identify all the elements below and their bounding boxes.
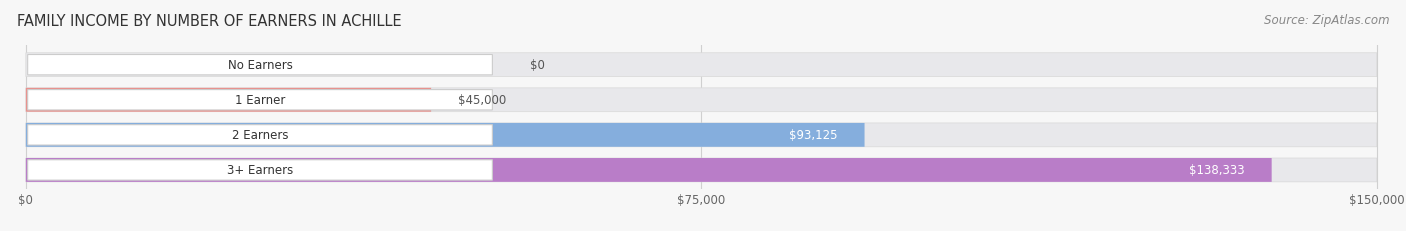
Text: FAMILY INCOME BY NUMBER OF EARNERS IN ACHILLE: FAMILY INCOME BY NUMBER OF EARNERS IN AC… — [17, 14, 402, 29]
FancyBboxPatch shape — [28, 125, 492, 145]
FancyBboxPatch shape — [28, 55, 492, 76]
Text: $138,333: $138,333 — [1189, 164, 1244, 177]
FancyBboxPatch shape — [25, 88, 432, 112]
FancyBboxPatch shape — [25, 88, 1376, 112]
FancyBboxPatch shape — [25, 158, 1376, 182]
Text: $45,000: $45,000 — [458, 94, 506, 107]
Text: No Earners: No Earners — [228, 59, 292, 72]
Text: $0: $0 — [530, 59, 546, 72]
FancyBboxPatch shape — [25, 158, 1271, 182]
FancyBboxPatch shape — [28, 160, 492, 180]
FancyBboxPatch shape — [25, 123, 1376, 147]
Text: $93,125: $93,125 — [789, 129, 838, 142]
FancyBboxPatch shape — [25, 54, 1376, 77]
Text: Source: ZipAtlas.com: Source: ZipAtlas.com — [1264, 14, 1389, 27]
Text: 3+ Earners: 3+ Earners — [226, 164, 294, 177]
FancyBboxPatch shape — [25, 123, 865, 147]
FancyBboxPatch shape — [28, 90, 492, 110]
Text: 2 Earners: 2 Earners — [232, 129, 288, 142]
Text: 1 Earner: 1 Earner — [235, 94, 285, 107]
